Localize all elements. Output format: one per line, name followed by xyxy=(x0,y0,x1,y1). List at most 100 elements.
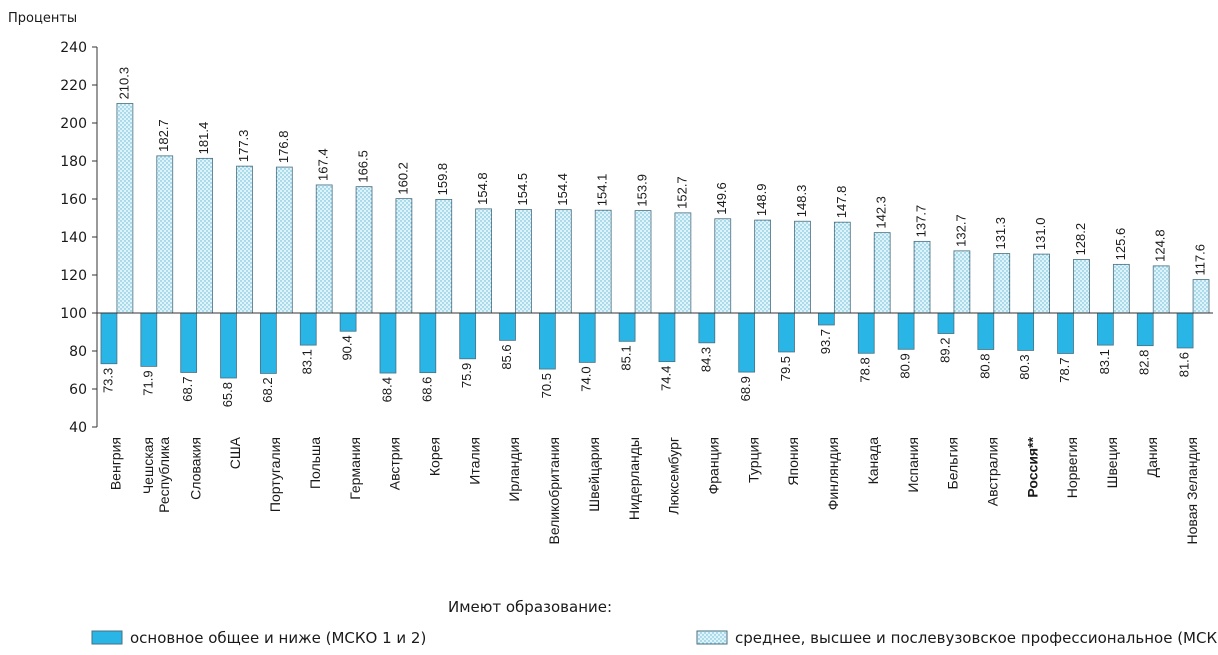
bar xyxy=(897,312,915,350)
value-label: 74.4 xyxy=(658,366,673,391)
bar xyxy=(658,312,676,363)
bar xyxy=(1057,312,1074,354)
value-label: 147.8 xyxy=(834,186,849,219)
value-label: 65.8 xyxy=(220,382,235,407)
bar xyxy=(475,208,492,314)
bar xyxy=(435,198,453,314)
bar xyxy=(315,184,333,314)
value-label: 210.3 xyxy=(116,67,131,100)
bar xyxy=(937,312,955,334)
bar xyxy=(873,232,891,314)
bar xyxy=(618,312,636,342)
value-label: 80.9 xyxy=(898,353,913,378)
x-tick-label: ЧешскаяРеспублика xyxy=(139,437,171,513)
y-tick-label: 160 xyxy=(60,192,87,208)
bar xyxy=(993,253,1011,314)
value-label: 131.3 xyxy=(993,217,1008,250)
x-tick-label: Швейцария xyxy=(586,437,602,512)
value-label: 81.6 xyxy=(1177,352,1192,377)
value-label: 152.7 xyxy=(674,176,689,209)
legend-label: среднее, высшее и послевузовское професс… xyxy=(735,629,1218,647)
bar xyxy=(100,312,118,365)
bar xyxy=(1152,265,1170,314)
value-label: 154.1 xyxy=(595,174,610,207)
value-label: 149.6 xyxy=(714,182,729,215)
bar xyxy=(355,186,373,314)
legend-title: Имеют образование: xyxy=(448,598,612,616)
value-label: 148.9 xyxy=(754,184,769,217)
y-tick-label: 140 xyxy=(60,230,87,246)
value-label: 154.8 xyxy=(475,172,490,205)
value-label: 117.6 xyxy=(1192,244,1207,276)
y-tick-label: 220 xyxy=(60,78,87,94)
bar xyxy=(778,312,795,353)
bar xyxy=(515,209,532,314)
x-tick-label: Япония xyxy=(785,437,801,486)
x-tick-label: Новая Зеландия xyxy=(1184,437,1200,544)
bar xyxy=(539,312,556,370)
y-tick-label: 180 xyxy=(60,154,87,170)
bar xyxy=(1192,279,1210,314)
value-label: 90.4 xyxy=(340,335,355,360)
bar xyxy=(698,312,716,344)
value-label: 154.4 xyxy=(555,173,570,206)
value-label: 84.3 xyxy=(698,347,713,372)
x-tick-label: Финляндия xyxy=(825,437,841,510)
bar xyxy=(299,312,317,346)
bar xyxy=(1176,312,1194,349)
x-tick-label: Ирландия xyxy=(506,437,522,502)
bar xyxy=(1017,312,1035,351)
bar xyxy=(260,312,277,374)
bar xyxy=(833,221,851,314)
y-tick-label: 40 xyxy=(69,420,87,436)
x-tick-label: Корея xyxy=(426,437,442,476)
x-tick-label: Португалия xyxy=(267,437,283,512)
x-tick-label: Австралия xyxy=(984,437,1000,506)
value-label: 85.6 xyxy=(499,344,514,369)
value-label: 177.3 xyxy=(236,130,251,163)
bar xyxy=(674,212,692,314)
value-label: 73.3 xyxy=(100,368,115,393)
value-label: 68.6 xyxy=(419,377,434,402)
value-label: 83.1 xyxy=(1097,349,1112,374)
value-label: 78.7 xyxy=(1057,357,1072,382)
bar xyxy=(818,312,835,326)
bar xyxy=(499,312,516,341)
bar xyxy=(578,312,596,363)
legend-swatch xyxy=(91,630,123,645)
y-tick-label: 120 xyxy=(60,268,87,284)
value-label: 124.8 xyxy=(1153,229,1168,262)
value-label: 83.1 xyxy=(300,349,315,374)
bar xyxy=(140,312,158,367)
x-tick-label: Венгрия xyxy=(108,437,124,490)
y-tick-label: 200 xyxy=(60,116,87,132)
x-tick-label: Канада xyxy=(865,437,881,485)
y-tick-label: 100 xyxy=(60,306,87,322)
value-label: 182.7 xyxy=(156,119,171,152)
value-label: 125.6 xyxy=(1113,228,1128,261)
bar xyxy=(714,218,732,314)
x-tick-label: Австрия xyxy=(387,437,403,490)
value-label: 70.5 xyxy=(539,373,554,398)
value-label: 167.4 xyxy=(316,148,331,181)
x-tick-label: Франция xyxy=(705,437,721,494)
bar xyxy=(395,198,413,314)
bar xyxy=(738,312,756,373)
value-label: 159.8 xyxy=(435,163,450,196)
bar xyxy=(180,312,198,373)
value-label: 176.8 xyxy=(276,131,291,164)
value-label: 78.8 xyxy=(858,357,873,382)
bar xyxy=(220,312,237,379)
value-label: 148.3 xyxy=(794,185,809,218)
value-label: 160.2 xyxy=(395,162,410,195)
bar xyxy=(196,157,213,314)
value-label: 132.7 xyxy=(953,214,968,247)
x-tick-label: Россия** xyxy=(1024,436,1040,497)
value-label: 128.2 xyxy=(1073,223,1088,256)
value-label: 68.9 xyxy=(738,376,753,401)
y-tick-label: 60 xyxy=(69,382,87,398)
value-label: 68.4 xyxy=(379,377,394,402)
bar xyxy=(913,240,931,314)
x-tick-label: Словакия xyxy=(187,437,203,500)
